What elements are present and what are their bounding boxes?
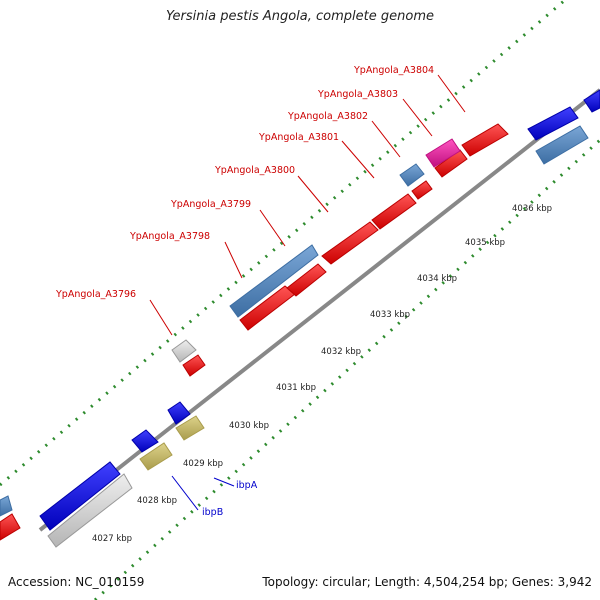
feature-arrow[interactable] xyxy=(399,163,425,187)
scale-label: 4030 kbp xyxy=(229,421,269,431)
genome-backbone xyxy=(38,88,600,532)
feature-arrow[interactable] xyxy=(371,193,417,230)
feature-arrow[interactable] xyxy=(39,461,121,531)
blue-label-connectors xyxy=(171,475,235,511)
scale-label: 4029 kbp xyxy=(183,459,223,469)
gene-label[interactable]: YpAngola_A3796 xyxy=(55,289,136,300)
map-title: Yersinia pestis Angola, complete genome xyxy=(166,9,434,24)
feature-arrow[interactable] xyxy=(583,89,600,113)
outer-tick-track xyxy=(0,0,568,487)
accession-text: Accession: NC_010159 xyxy=(8,575,145,589)
inner-tick-track xyxy=(93,138,600,600)
scale-label: 4036 kbp xyxy=(512,204,552,214)
feature-arrow[interactable] xyxy=(182,354,206,377)
feature-arrow[interactable] xyxy=(321,221,379,265)
gene-label[interactable]: YpAngola_A3801 xyxy=(258,132,339,143)
feature-arrow[interactable] xyxy=(229,244,319,318)
gene-label[interactable]: YpAngola_A3804 xyxy=(353,65,434,76)
scale-label: 4032 kbp xyxy=(321,347,361,357)
scale-label: 4027 kbp xyxy=(92,534,132,544)
feature-arrow[interactable] xyxy=(411,180,433,200)
feature-arrow[interactable] xyxy=(0,513,21,541)
gene-labels: YpAngola_A3796 YpAngola_A3798 YpAngola_A… xyxy=(55,65,434,518)
scale-label: 4028 kbp xyxy=(137,496,177,506)
feature-arrow[interactable] xyxy=(47,473,133,548)
gene-label[interactable]: ibpB xyxy=(202,507,223,518)
scale-labels: 4027 kbp 4028 kbp 4029 kbp 4030 kbp 4031… xyxy=(92,204,552,544)
reverse-strand-features xyxy=(0,401,205,548)
gene-label[interactable]: YpAngola_A3803 xyxy=(317,89,398,100)
feature-arrow[interactable] xyxy=(167,401,191,425)
gene-label[interactable]: YpAngola_A3798 xyxy=(129,231,210,242)
feature-arrow[interactable] xyxy=(175,415,205,441)
gene-label[interactable]: YpAngola_A3799 xyxy=(170,199,251,210)
feature-arrow[interactable] xyxy=(171,339,197,363)
scale-label: 4033 kbp xyxy=(370,310,410,320)
feature-arrow[interactable] xyxy=(286,263,327,297)
feature-arrow[interactable] xyxy=(425,138,461,168)
gene-label[interactable]: YpAngola_A3802 xyxy=(287,111,368,122)
feature-arrow[interactable] xyxy=(461,123,509,157)
gene-label[interactable]: ibpA xyxy=(236,480,258,491)
scale-label: 4031 kbp xyxy=(276,383,316,393)
feature-arrow[interactable] xyxy=(0,495,13,517)
feature-arrow[interactable] xyxy=(527,106,579,141)
scale-label: 4035 kbp xyxy=(465,238,505,248)
feature-arrow[interactable] xyxy=(139,442,173,471)
forward-strand-features xyxy=(171,89,600,377)
gene-label[interactable]: YpAngola_A3800 xyxy=(214,165,295,176)
feature-arrow[interactable] xyxy=(535,125,589,165)
topology-text: Topology: circular; Length: 4,504,254 bp… xyxy=(262,575,592,589)
label-connectors xyxy=(149,74,466,336)
scale-label: 4034 kbp xyxy=(417,274,457,284)
feature-arrow[interactable] xyxy=(131,429,159,453)
